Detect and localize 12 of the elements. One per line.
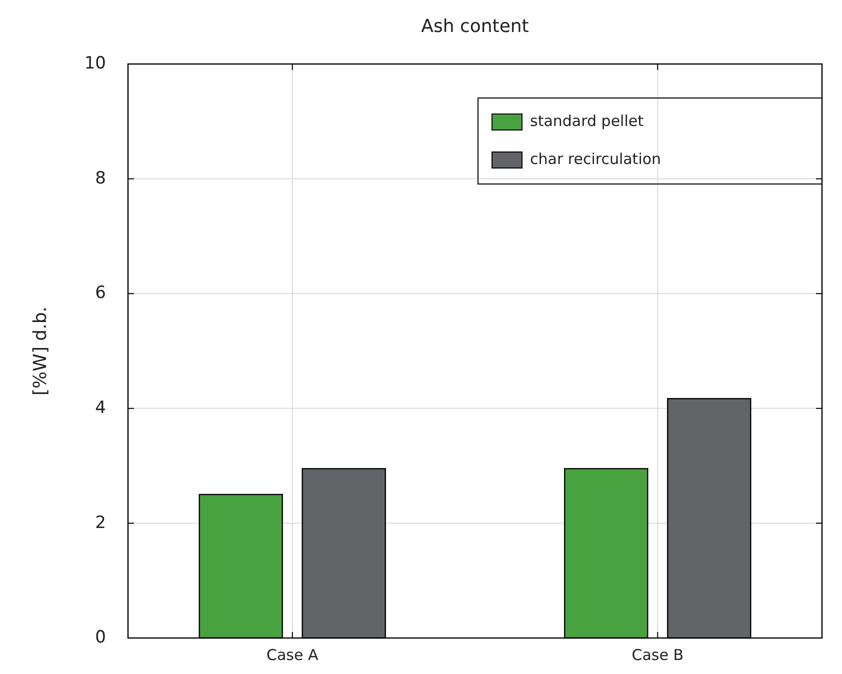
y-tick-label: 4 — [95, 398, 106, 418]
y-tick-label: 0 — [95, 628, 106, 648]
legend-label: standard pellet — [530, 112, 644, 130]
y-tick-label: 6 — [95, 283, 106, 304]
x-tick-label: Case B — [632, 646, 684, 664]
y-tick-label: 8 — [95, 168, 106, 188]
y-axis-title: [%W] d.b. — [30, 306, 51, 396]
x-tick-label: Case A — [266, 646, 319, 664]
y-tick-label: 2 — [95, 512, 106, 533]
y-tick-label: 10 — [84, 54, 106, 74]
legend-label: char recirculation — [530, 150, 662, 168]
chart-title: Ash content — [421, 16, 529, 37]
